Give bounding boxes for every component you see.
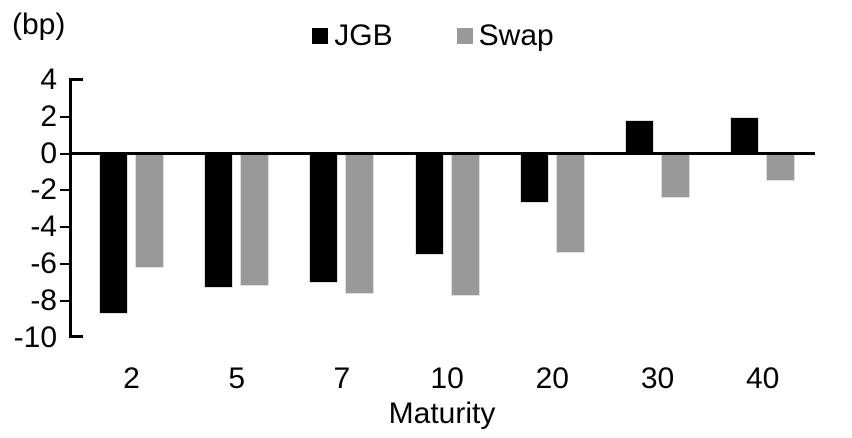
legend: JGB Swap xyxy=(14,20,852,52)
y-axis-line xyxy=(69,78,72,338)
legend-swatch-icon-swap xyxy=(456,28,473,44)
y-axis-tick xyxy=(60,115,69,118)
y-axis-tick-label: -2 xyxy=(30,173,57,207)
bar-swap-7 xyxy=(345,152,375,294)
x-axis-label-7: 7 xyxy=(333,362,351,395)
y-axis-unit-label: (bp) xyxy=(12,8,66,41)
bar-jgb-30 xyxy=(625,120,654,155)
x-axis-label-20: 20 xyxy=(535,362,569,395)
y-axis-tick xyxy=(60,152,69,155)
legend-item-jgb: JGB xyxy=(312,19,393,52)
y-axis-end-cap xyxy=(69,335,83,338)
y-axis-tick-label: 4 xyxy=(40,62,57,96)
zero-line xyxy=(69,152,815,155)
y-axis-tick-label: 2 xyxy=(40,99,57,133)
x-axis-label-2: 2 xyxy=(123,362,140,395)
bar-swap-5 xyxy=(240,152,270,287)
x-axis-label-5: 5 xyxy=(228,362,246,395)
bar-swap-10 xyxy=(450,152,480,296)
y-axis-tick-label: 0 xyxy=(40,136,57,170)
y-axis-tick-label: -6 xyxy=(30,247,57,281)
x-axis-label-40: 40 xyxy=(746,362,780,395)
bar-swap-30 xyxy=(661,152,690,198)
y-axis-tick xyxy=(60,226,69,229)
y-axis-end-cap xyxy=(69,78,83,81)
bar-jgb-40 xyxy=(730,116,760,155)
y-axis-tick-label: -10 xyxy=(13,321,57,355)
legend-label-jgb: JGB xyxy=(334,19,393,52)
y-axis-tick xyxy=(60,300,69,303)
y-axis-tick xyxy=(60,263,69,266)
legend-label-swap: Swap xyxy=(478,19,554,52)
y-axis-tick-label: -8 xyxy=(30,284,57,318)
x-axis-label-10: 10 xyxy=(430,362,464,395)
y-axis-tick xyxy=(60,189,69,192)
bar-jgb-5 xyxy=(204,152,234,289)
legend-swatch-icon-jgb xyxy=(312,28,329,44)
bar-jgb-10 xyxy=(414,152,444,256)
x-axis-label-30: 30 xyxy=(640,362,675,395)
legend-item-swap: Swap xyxy=(456,19,554,52)
bar-jgb-7 xyxy=(309,152,339,283)
x-axis-title: Maturity xyxy=(388,397,496,430)
y-axis-tick-label: -4 xyxy=(30,210,57,244)
bar-jgb-20 xyxy=(519,152,549,204)
bar-swap-2 xyxy=(135,152,164,268)
bar-jgb-2 xyxy=(99,152,128,315)
bar-swap-20 xyxy=(555,152,585,254)
bar-swap-40 xyxy=(766,152,796,182)
